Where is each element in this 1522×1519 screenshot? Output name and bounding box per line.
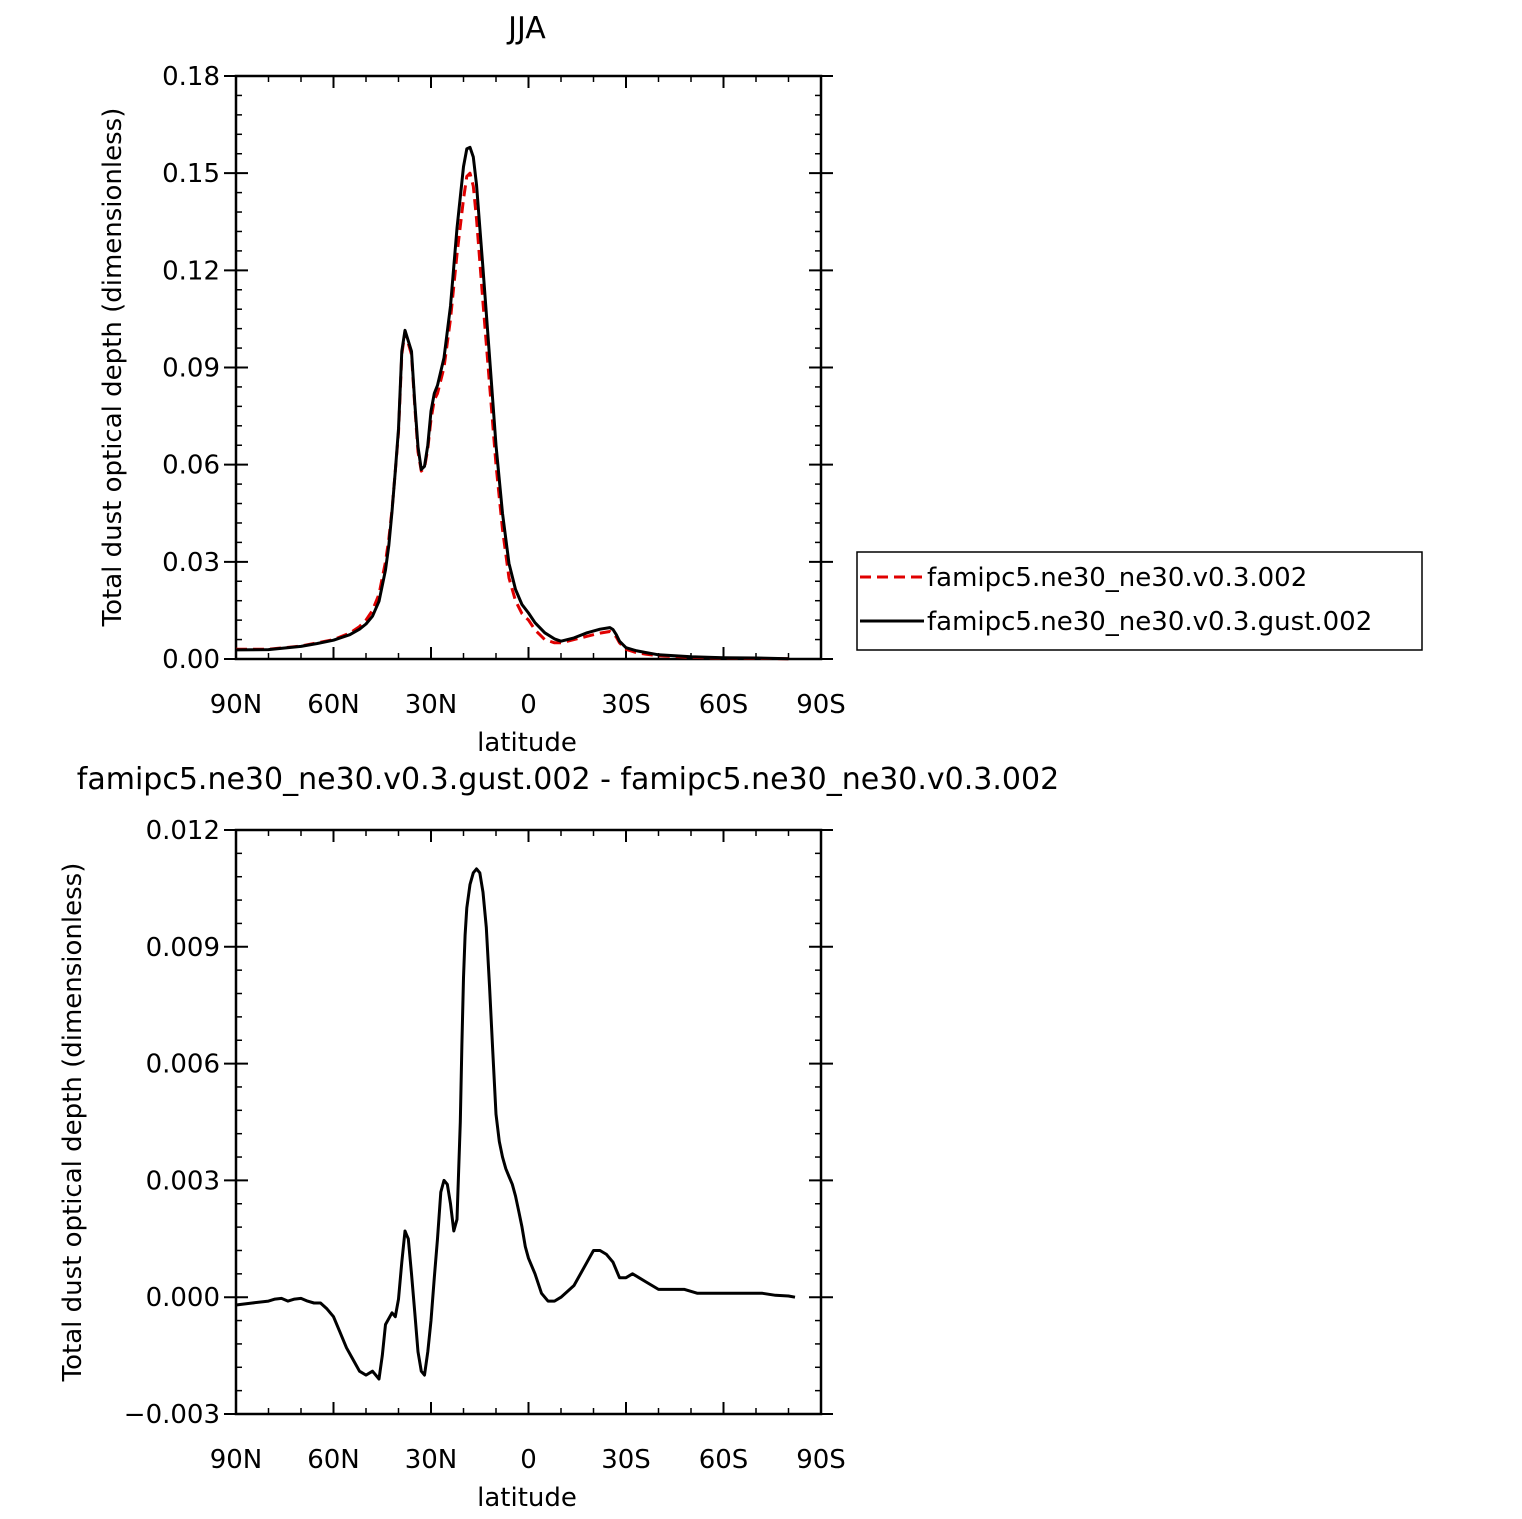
top-y-tick-label: 0.09 — [162, 354, 220, 384]
legend: famipc5.ne30_ne30.v0.3.002 famipc5.ne30_… — [856, 551, 1423, 651]
bottom-x-tick-label: 0 — [520, 1445, 537, 1475]
top-x-axis-label: latitude — [477, 728, 577, 758]
top-y-tick-label: 0.03 — [162, 548, 220, 578]
top-x-tick-label: 60S — [699, 690, 749, 720]
top-plot-area: 90N 60N 30N 0 30S 60S 90S 0.00 0.03 0.06 0.09 0.12 0… — [162, 62, 846, 720]
top-y-tick-label: 0.18 — [162, 62, 220, 92]
top-series-line-1 — [235, 145, 789, 661]
top-x-tick-label: 90S — [796, 690, 846, 720]
top-x-tick-label: 30N — [405, 690, 458, 720]
bottom-chart-title: famipc5.ne30_ne30.v0.3.gust.002 - famipc… — [77, 762, 1059, 797]
bottom-x-axis-label: latitude — [477, 1483, 577, 1513]
top-y-axis-label: Total dust optical depth (dimensionless) — [98, 108, 128, 628]
top-plot-frame — [234, 74, 823, 661]
top-y-tick-label: 0.15 — [162, 159, 220, 189]
bottom-series-line-0 — [235, 867, 796, 1381]
bottom-x-tick-label: 90S — [796, 1445, 846, 1475]
top-series-line-0 — [236, 171, 789, 661]
legend-box — [856, 551, 1423, 651]
top-x-tick-label: 60N — [307, 690, 360, 720]
bottom-x-tick-label: 90N — [210, 1445, 263, 1475]
legend-label-gust: famipc5.ne30_ne30.v0.3.gust.002 — [927, 607, 1372, 637]
top-y-tick-label: 0.06 — [162, 451, 220, 481]
top-y-tick-label: 0.00 — [162, 645, 220, 675]
bottom-y-tick-label: −0.003 — [124, 1400, 220, 1430]
bottom-x-tick-label: 60S — [699, 1445, 749, 1475]
top-chart-panel: JJA 90N 60N 30N 0 30S 60S 90S 0.00 0.03 0.06 0.09 0… — [98, 11, 1423, 758]
top-x-tick-label: 0 — [520, 690, 537, 720]
bottom-x-tick-label: 60N — [307, 1445, 360, 1475]
top-x-tick-label: 30S — [601, 690, 651, 720]
bottom-y-axis-label: Total dust optical depth (dimensionless) — [58, 863, 88, 1383]
top-x-tick-label: 90N — [210, 690, 263, 720]
bottom-plot-area: 90N 60N 30N 0 30S 60S 90S −0.003 0.000 0.003 0.006… — [124, 816, 846, 1475]
legend-label-control: famipc5.ne30_ne30.v0.3.002 — [927, 563, 1307, 593]
bottom-y-tick-label: 0.012 — [146, 816, 220, 846]
bottom-x-tick-label: 30S — [601, 1445, 651, 1475]
bottom-y-tick-label: 0.003 — [146, 1166, 220, 1196]
bottom-plot-frame — [234, 828, 823, 1416]
bottom-y-tick-label: 0.000 — [146, 1283, 220, 1313]
bottom-chart-panel: famipc5.ne30_ne30.v0.3.gust.002 - famipc… — [58, 762, 1059, 1513]
bottom-y-tick-label: 0.009 — [146, 933, 220, 963]
bottom-y-tick-label: 0.006 — [146, 1050, 220, 1080]
bottom-x-tick-label: 30N — [405, 1445, 458, 1475]
top-chart-title: JJA — [506, 11, 546, 46]
top-y-tick-label: 0.12 — [162, 256, 220, 286]
